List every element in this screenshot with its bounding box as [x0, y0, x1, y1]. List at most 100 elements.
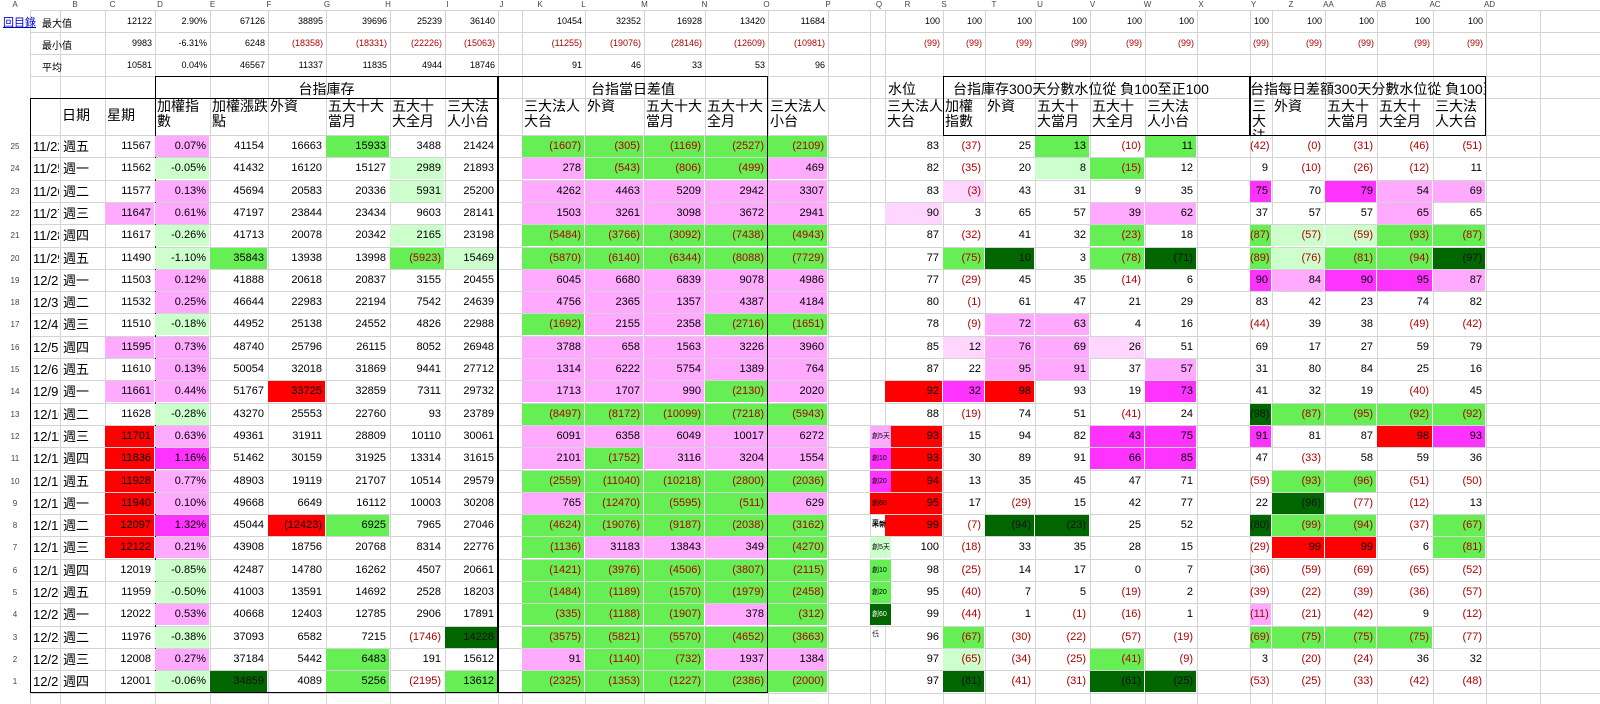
cell[interactable]: (1570) [644, 582, 704, 603]
cell[interactable]: 72 [985, 314, 1034, 335]
weekday-cell[interactable]: 週三 [63, 206, 90, 221]
cell[interactable]: 41888 [233, 274, 264, 286]
cell[interactable]: 49361 [233, 430, 264, 442]
cell[interactable]: 13843 [644, 537, 704, 558]
cell[interactable]: 8052 [416, 341, 441, 353]
cell[interactable]: 16120 [291, 162, 322, 174]
cell[interactable]: 16262 [355, 564, 386, 576]
column-header-u[interactable]: U [1037, 0, 1043, 9]
cell[interactable]: 3 [1079, 252, 1086, 264]
cell[interactable]: (53) [1250, 675, 1270, 687]
cell[interactable]: 69 [1433, 181, 1485, 202]
cell[interactable]: (51) [1462, 140, 1482, 152]
cell[interactable]: 39 [1308, 318, 1321, 330]
cell[interactable]: (5943) [768, 404, 827, 425]
cell[interactable]: (1) [1072, 608, 1086, 620]
cell[interactable]: (1746) [409, 631, 441, 643]
cell[interactable]: 2 [1186, 586, 1193, 598]
cell[interactable]: 35 [1180, 185, 1193, 197]
cell[interactable]: 35 [1073, 541, 1086, 553]
cell[interactable]: (20) [1301, 653, 1321, 665]
weekday-cell[interactable]: 週二 [63, 630, 90, 645]
cell[interactable]: 95 [1377, 270, 1432, 291]
column-header-f[interactable]: F [266, 0, 272, 9]
cell[interactable]: (46) [1409, 140, 1429, 152]
cell[interactable]: 45 [1469, 385, 1482, 397]
stats-value[interactable]: 10581 [126, 60, 152, 70]
stats-value[interactable]: 33 [691, 60, 702, 70]
cell[interactable]: (305) [585, 136, 643, 157]
cell[interactable]: 4826 [416, 318, 441, 330]
stats-value[interactable]: (28146) [670, 38, 702, 48]
change-cell[interactable]: 0.73% [155, 337, 209, 358]
stats-value[interactable]: 6248 [244, 38, 265, 48]
cell[interactable]: 28141 [463, 207, 494, 219]
cell[interactable]: 23198 [463, 229, 494, 241]
date-cell[interactable]: 11/26 [33, 184, 59, 199]
cell[interactable]: (1169) [644, 136, 704, 157]
cell[interactable]: (16) [1121, 608, 1141, 620]
weekday-cell[interactable]: 週四 [63, 451, 90, 466]
cell[interactable]: 14780 [291, 564, 322, 576]
cell[interactable]: (87) [1250, 225, 1271, 246]
cell[interactable]: (22) [1066, 631, 1086, 643]
cell[interactable]: 26948 [463, 341, 494, 353]
cell[interactable]: 43270 [233, 408, 264, 420]
cell[interactable]: (3575) [522, 627, 584, 648]
cell[interactable]: 46644 [233, 296, 264, 308]
cell[interactable]: (6344) [644, 248, 704, 269]
cell[interactable]: (80) [1250, 515, 1271, 536]
cell[interactable]: 28809 [355, 430, 386, 442]
cell[interactable]: 35 [1018, 475, 1031, 487]
change-cell[interactable]: 0.77% [155, 471, 209, 492]
cell[interactable]: 91 [1073, 452, 1086, 464]
cell[interactable]: 99 [885, 515, 942, 536]
cell[interactable]: 6 [1186, 274, 1193, 286]
cell[interactable]: 2942 [705, 181, 767, 202]
weekday-cell[interactable]: 週一 [63, 273, 90, 288]
cell[interactable]: (335) [522, 604, 584, 625]
cell[interactable]: 79 [1469, 341, 1482, 353]
cell[interactable]: (3092) [644, 225, 704, 246]
cell[interactable]: (2036) [768, 471, 827, 492]
cell[interactable]: (36) [1250, 564, 1270, 576]
cell[interactable]: (67) [943, 627, 984, 648]
column-header-ab[interactable]: AB [1375, 0, 1387, 9]
cell[interactable]: 43908 [233, 541, 264, 553]
cell[interactable]: 63 [1035, 314, 1089, 335]
date-cell[interactable]: 12/18 [33, 540, 59, 555]
cell[interactable]: (312) [768, 604, 827, 625]
cell[interactable]: (10218) [644, 471, 704, 492]
cell[interactable]: 2165 [390, 225, 444, 246]
cell[interactable]: (75) [1377, 627, 1432, 648]
cell[interactable]: 3116 [644, 448, 704, 469]
change-cell[interactable]: -0.18% [155, 314, 209, 335]
cell[interactable]: (49) [1409, 318, 1429, 330]
index-cell[interactable]: 11577 [121, 185, 151, 197]
cell[interactable]: 77 [926, 252, 939, 264]
cell[interactable]: 34859 [210, 671, 267, 692]
cell[interactable]: 2528 [416, 586, 441, 598]
cell[interactable]: (1607) [522, 136, 584, 157]
cell[interactable]: 73 [1145, 381, 1196, 402]
cell[interactable]: (94) [1325, 515, 1376, 536]
cell[interactable]: (37) [1409, 519, 1429, 531]
cell[interactable]: 7215 [361, 631, 386, 643]
cell[interactable]: (7218) [705, 404, 767, 425]
cell[interactable]: (41) [1011, 675, 1031, 687]
cell[interactable]: (1189) [585, 582, 643, 603]
stats-value[interactable]: 100 [924, 16, 940, 26]
weekday-cell[interactable]: 週一 [63, 161, 90, 176]
cell[interactable]: 3098 [644, 203, 704, 224]
cell[interactable]: 9 [1422, 608, 1429, 620]
cell[interactable]: (9) [967, 318, 981, 330]
cell[interactable]: 87 [926, 229, 939, 241]
cell[interactable]: 37093 [233, 631, 264, 643]
index-cell[interactable]: 11567 [121, 140, 151, 152]
date-cell[interactable]: 12/2 [33, 273, 59, 288]
stats-value[interactable]: 12122 [126, 16, 152, 26]
column-header-d[interactable]: D [157, 0, 163, 9]
stats-value[interactable]: 100 [1253, 16, 1269, 26]
cell[interactable]: 6925 [326, 515, 389, 536]
stats-value[interactable]: 10454 [556, 16, 582, 26]
